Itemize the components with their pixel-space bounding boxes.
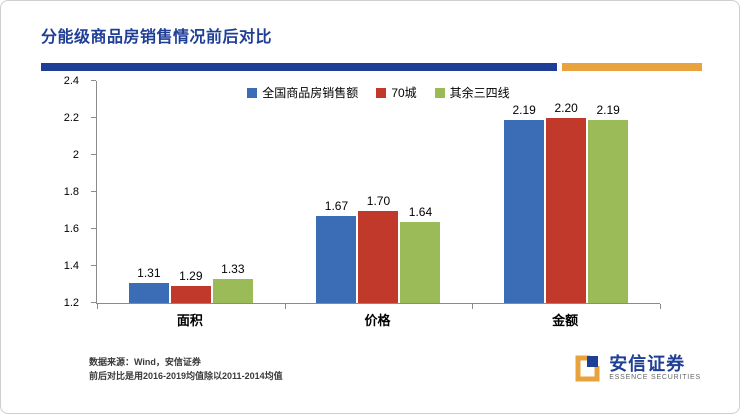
bar-wrap: 1.33 — [212, 261, 253, 303]
y-tick-label: 1.8 — [63, 186, 79, 198]
bar-wrap: 2.20 — [546, 101, 587, 303]
y-tick-mark — [91, 117, 96, 118]
bar — [358, 210, 399, 303]
x-axis-category-label: 面积 — [176, 313, 203, 328]
bar-group: 1.31 1.29 1.33 — [128, 262, 254, 303]
bar — [546, 118, 587, 303]
legend-swatch — [434, 87, 445, 98]
y-tick-mark — [91, 265, 96, 266]
plot-area: 全国商品房销售额 70城 其余三四线 1.31 1.29 1.33 1.67 1.70 1.6… — [91, 80, 661, 309]
x-tick-mark — [472, 304, 474, 309]
bar-value-label: 2.20 — [554, 101, 578, 115]
bar-group: 1.67 1.70 1.64 — [315, 193, 441, 303]
bar-groups: 1.31 1.29 1.33 1.67 1.70 1.64 2.19 2.20 2.19 — [97, 81, 660, 303]
y-tick-mark — [91, 154, 96, 155]
bar — [316, 216, 357, 303]
bar-value-label: 1.29 — [179, 269, 203, 284]
title-underline-blue — [41, 63, 557, 71]
y-tick-label: 2.4 — [63, 75, 79, 87]
bar-value-label: 1.67 — [324, 199, 349, 214]
bar-wrap: 2.19 — [588, 102, 629, 303]
legend-swatch — [247, 87, 258, 98]
y-axis-labels: 1.2 1.4 1.6 1.8 2 2.2 2.4 — [29, 75, 87, 309]
source-line-1: 数据来源：Wind，安信证券 — [89, 357, 201, 367]
y-tick-label: 2 — [72, 149, 79, 161]
legend-item: 70城 — [376, 84, 417, 101]
bar — [588, 119, 629, 303]
source-line-2: 前后对比是用2016-2019均值除以2011-2014均值 — [89, 370, 283, 381]
bar — [400, 221, 441, 303]
x-axis-category-label: 金额 — [552, 313, 579, 328]
source-note: 数据来源：Wind，安信证券 前后对比是用2016-2019均值除以2011-2… — [89, 356, 283, 383]
y-tick-label: 1.2 — [63, 297, 79, 309]
y-tick-label: 1.6 — [63, 223, 79, 235]
x-tick-mark — [660, 304, 661, 309]
y-tick-mark — [91, 302, 96, 303]
brand-logo: 安信证券 ESSENCE SECURITIES — [571, 353, 701, 383]
chart-legend: 全国商品房销售额 70城 其余三四线 — [97, 84, 660, 101]
bar-wrap: 2.19 — [504, 102, 545, 303]
legend-label: 全国商品房销售额 — [262, 86, 359, 100]
legend-label: 70城 — [391, 86, 417, 100]
bar — [504, 119, 545, 303]
x-axis-category-label: 价格 — [364, 313, 391, 328]
bar-group: 2.19 2.20 2.19 — [503, 101, 629, 303]
bar — [170, 286, 211, 303]
x-tick-mark — [97, 304, 98, 309]
legend-label: 其余三四线 — [449, 86, 510, 100]
bar-wrap: 1.67 — [316, 199, 357, 303]
y-tick-label: 1.4 — [63, 260, 79, 272]
y-tick-label: 2.2 — [63, 112, 79, 124]
legend-item: 其余三四线 — [434, 84, 510, 101]
x-axis-labels: 面积 价格 金额 — [96, 310, 659, 329]
y-tick-mark — [91, 191, 96, 192]
bar-wrap: 1.31 — [128, 265, 169, 303]
title-underline-orange — [562, 63, 702, 71]
bar-value-label: 1.31 — [137, 265, 161, 280]
essence-securities-logo-icon — [575, 355, 600, 382]
brand-name-en: ESSENCE SECURITIES — [609, 374, 701, 382]
brand-name-cn: 安信证券 — [609, 353, 686, 374]
legend-swatch — [376, 87, 387, 98]
bar-value-label: 2.19 — [512, 102, 536, 117]
x-tick-mark — [284, 304, 286, 309]
y-tick-mark — [91, 80, 96, 81]
bar-wrap: 1.70 — [358, 193, 399, 303]
bar-value-label: 1.33 — [221, 261, 245, 276]
bar-value-label: 2.19 — [596, 102, 620, 117]
brand-text: 安信证券 ESSENCE SECURITIES — [609, 354, 701, 383]
legend-item: 全国商品房销售额 — [247, 84, 358, 101]
y-tick-mark — [91, 228, 96, 229]
bar-wrap: 1.29 — [170, 269, 211, 303]
page-title: 分能级商品房销售情况前后对比 — [41, 29, 273, 46]
bar-value-label: 1.70 — [366, 193, 391, 208]
bar — [128, 282, 169, 303]
bar-value-label: 1.64 — [408, 204, 433, 219]
bar-wrap: 1.64 — [400, 204, 441, 303]
bar — [212, 278, 253, 303]
